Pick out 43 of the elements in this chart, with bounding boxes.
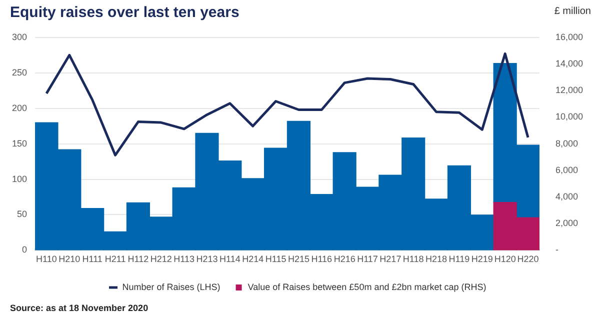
y-tick-label: 200 (12, 102, 28, 113)
y2-tick-label: 16,000 (555, 32, 584, 42)
x-tick-label: H120 (494, 254, 516, 264)
y-tick-label: 0 (22, 244, 28, 255)
x-tick-label: H118 (402, 254, 424, 264)
y2-tick-label: 10,000 (555, 112, 584, 122)
x-tick-label: H111 (82, 254, 102, 264)
x-tick-label: H210 (58, 254, 80, 264)
y-tick-label: 100 (12, 174, 28, 184)
y-tick-label: 50 (17, 209, 28, 220)
chart-title: Equity raises over last ten years (10, 4, 240, 21)
x-tick-label: H212 (150, 254, 172, 264)
x-tick-label: H213 (196, 254, 218, 264)
legend-label: Value of Raises between £50m and £2bn market cap (RHS) (248, 282, 486, 292)
x-tick-label: H119 (448, 254, 470, 264)
y2-tick-label: 2,000 (555, 218, 578, 228)
x-tick-label: H214 (242, 254, 264, 264)
x-tick-label: H116 (311, 254, 332, 264)
y2-tick-label: 14,000 (555, 58, 584, 68)
x-tick-label: H218 (426, 254, 448, 264)
legend-label: Number of Raises (LHS) (122, 282, 220, 292)
source-note: Source: as at 18 November 2020 (10, 303, 148, 313)
y2-tick-label: - (555, 244, 558, 255)
y2-tick-label: 4,000 (555, 191, 578, 202)
x-tick-label: H215 (288, 254, 310, 264)
y2-axis-title: £ million (554, 6, 591, 17)
y2-tick-label: 6,000 (555, 164, 578, 175)
x-tick-label: H112 (128, 254, 149, 264)
x-tick-label: H110 (36, 254, 57, 264)
x-tick-label: H211 (104, 254, 126, 264)
y2-tick-label: 12,000 (555, 85, 584, 96)
x-tick-label: H219 (471, 254, 493, 264)
x-tick-label: H117 (357, 254, 378, 264)
x-tick-label: H115 (265, 254, 286, 264)
x-tick-label: H220 (517, 254, 539, 264)
x-tick-label: H216 (334, 254, 356, 264)
y-tick-label: 150 (12, 138, 28, 148)
x-tick-label: H114 (219, 254, 240, 264)
x-tick-label: H113 (174, 254, 194, 264)
y-tick-label: 300 (12, 32, 28, 42)
y2-tick-label: 8,000 (555, 138, 578, 148)
x-tick-label: H217 (380, 254, 402, 264)
y-tick-label: 250 (12, 67, 28, 78)
